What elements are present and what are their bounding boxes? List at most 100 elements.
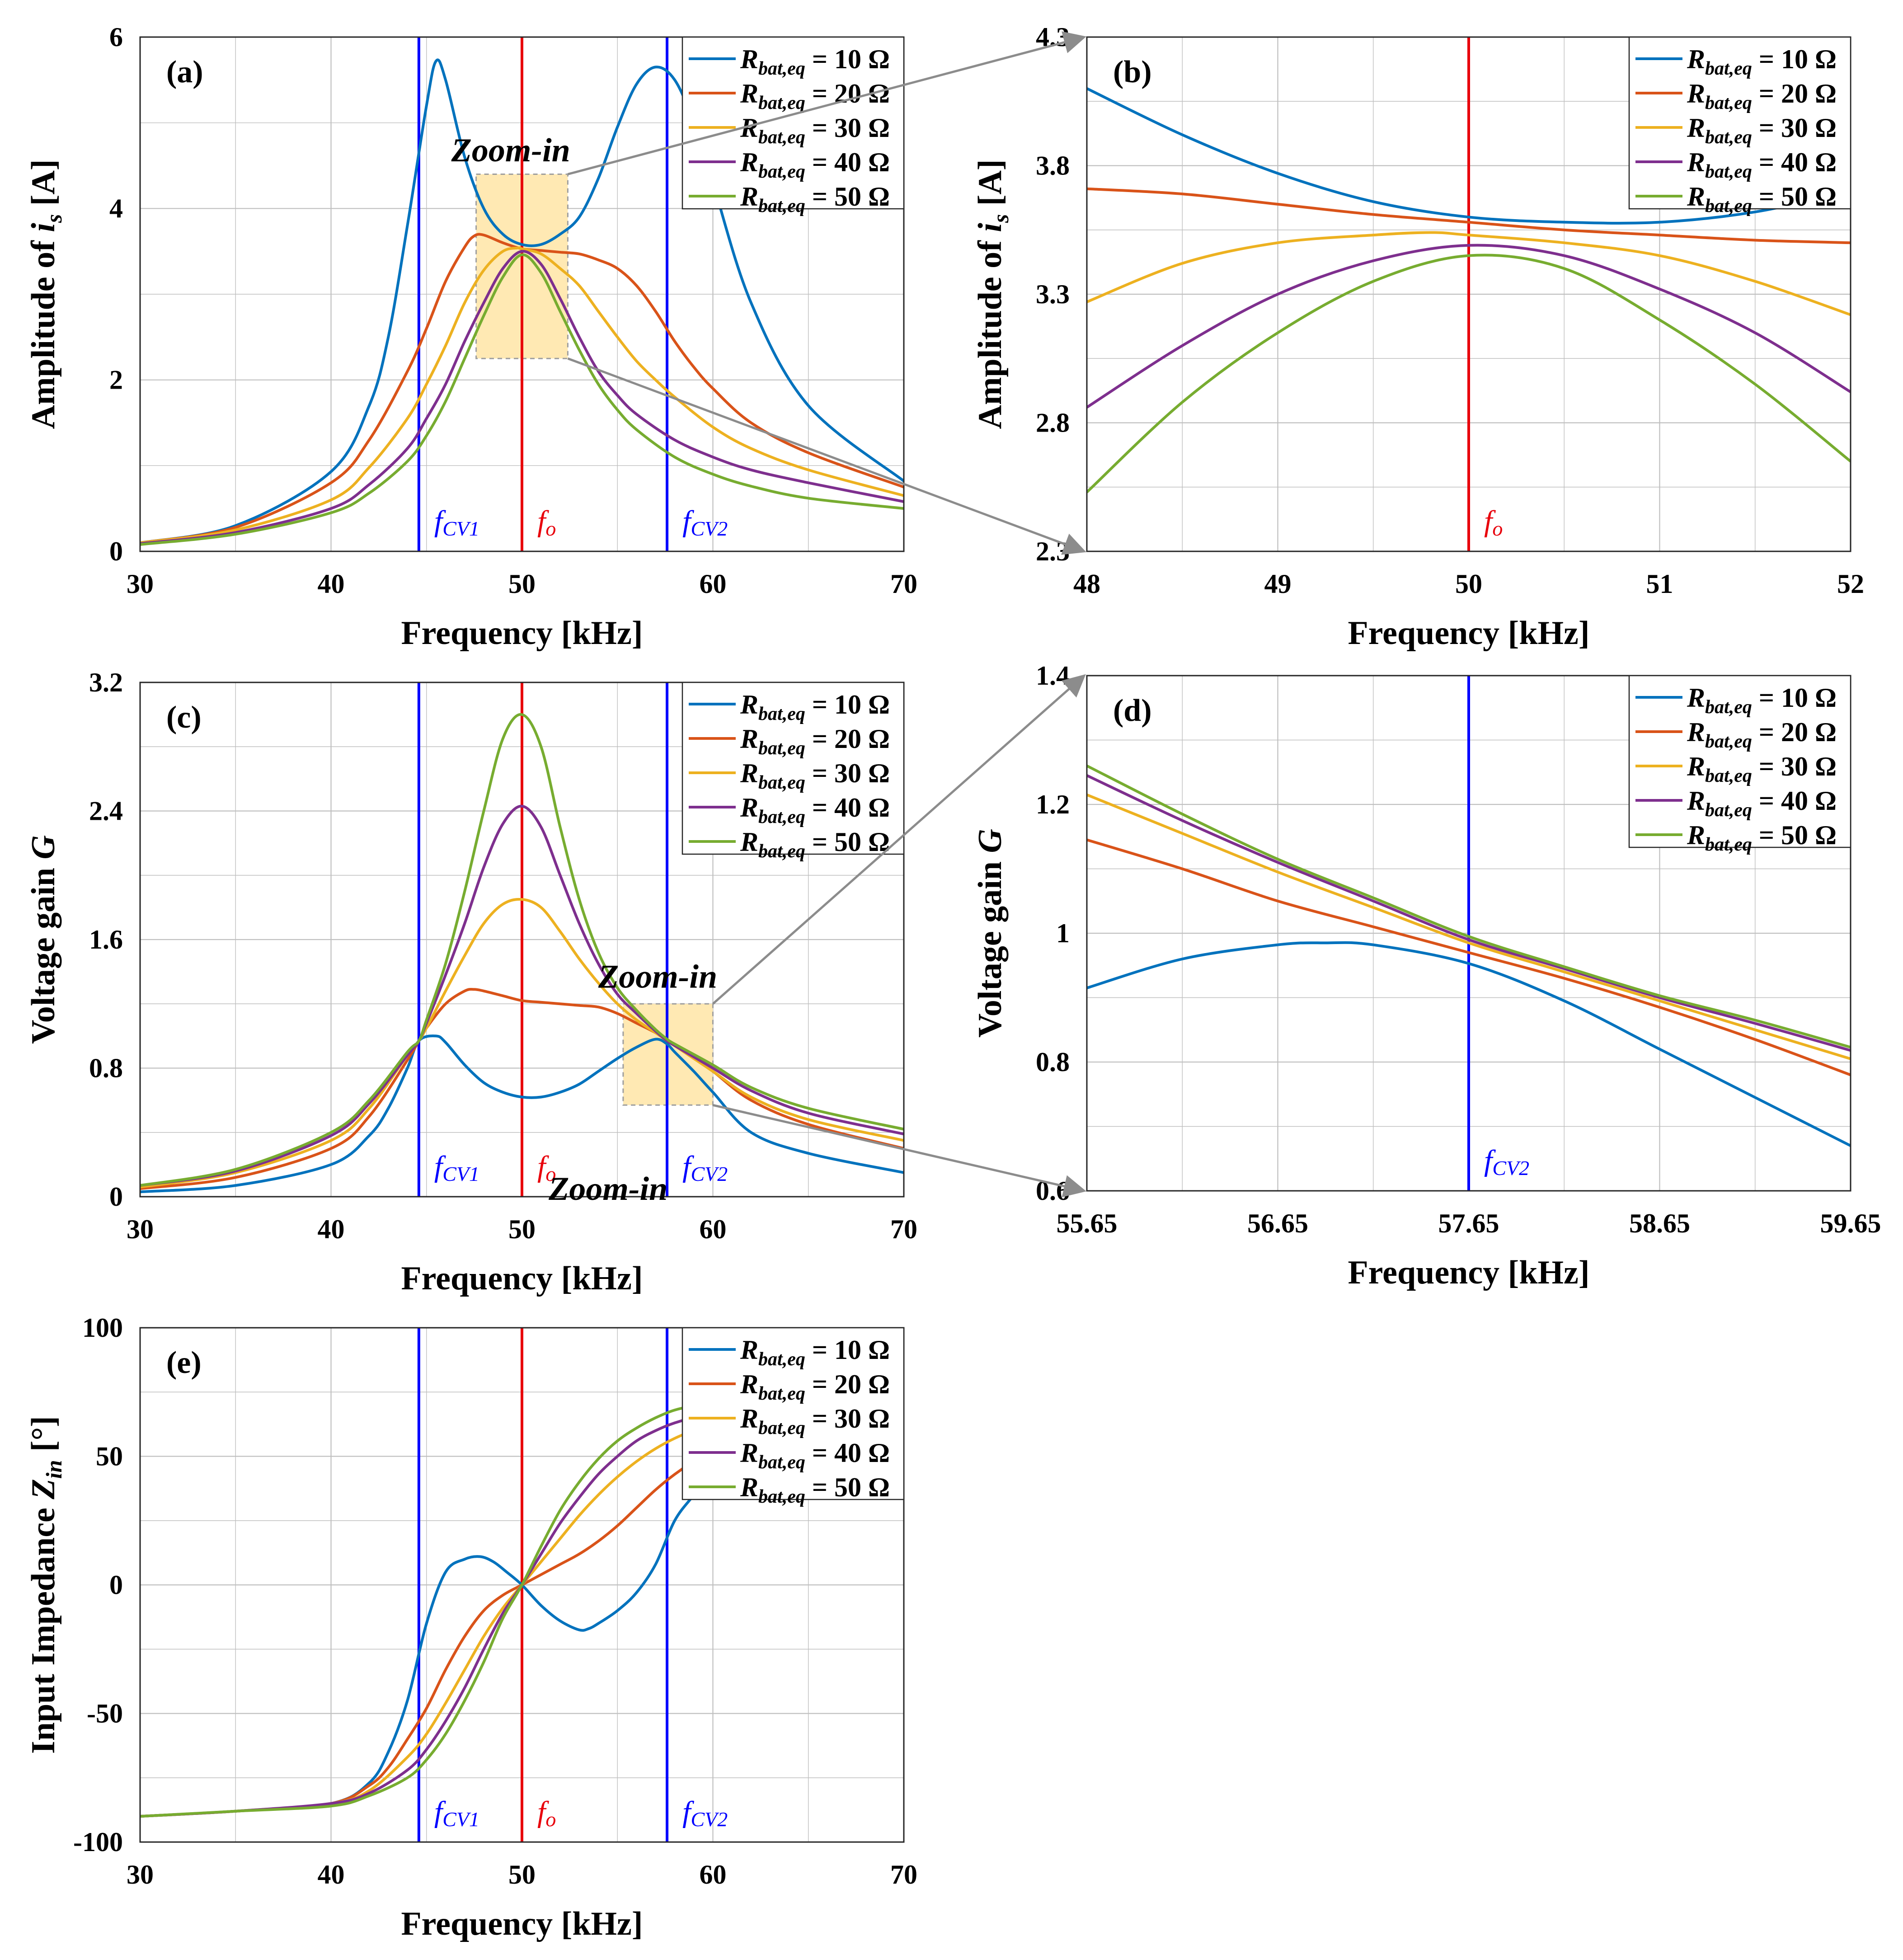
y-tick-label: 1.6 (89, 925, 123, 954)
legend-entry: Rbat,eq = 10 Ω (740, 44, 890, 79)
y-tick-label: 3.8 (1036, 151, 1070, 181)
series-line-r50 (1087, 254, 1851, 494)
panel-label: (a) (166, 55, 203, 89)
series-group (140, 713, 904, 1194)
chart-panel-a: 30 40 50 60 70 0 2 4 6 Frequency [kHz] Amplitude o… (25, 22, 917, 652)
zoom-arrow (712, 1104, 1086, 1198)
x-tick-label: 58.65 (1629, 1208, 1690, 1238)
x-tick-label: 30 (127, 569, 154, 599)
legend-entry: Rbat,eq = 30 Ω (740, 1404, 890, 1438)
panel-label: (e) (166, 1345, 202, 1380)
y-tick-label: 50 (96, 1442, 123, 1471)
x-tick-label: 40 (318, 1860, 345, 1889)
series-line-r50 (140, 253, 904, 546)
series-line-r50 (140, 713, 904, 1187)
x-tick-label: 40 (318, 569, 345, 599)
legend-entry: Rbat,eq = 30 Ω (740, 113, 890, 148)
y-tick-label: 0 (109, 536, 123, 566)
y-axis-label: Voltage gain G (972, 829, 1009, 1038)
x-axis-label: Frequency [kHz] (401, 1905, 643, 1942)
series-line-r20 (1087, 187, 1851, 244)
legend-entry: Rbat,eq = 10 Ω (1687, 44, 1837, 79)
chart-panel-d: 55.65 56.65 57.65 58.65 59.650.60.811.21.4Fr… (972, 661, 1881, 1291)
y-tick-label: 100 (82, 1313, 123, 1343)
legend-entry: Rbat,eq = 10 Ω (740, 690, 890, 724)
zoom-arrow (567, 31, 1086, 175)
legend-entry: Rbat,eq = 40 Ω (740, 147, 890, 182)
legend-entry: Rbat,eq = 20 Ω (740, 79, 890, 113)
series-line-r30 (140, 898, 904, 1189)
legend-entry: Rbat,eq = 10 Ω (740, 1335, 890, 1370)
legend-entry: Rbat,eq = 10 Ω (1687, 683, 1837, 718)
legend-entry: Rbat,eq = 20 Ω (740, 724, 890, 759)
y-axis-label: Amplitude of is [A] (25, 159, 66, 429)
x-tick-label: 70 (890, 1214, 917, 1244)
series-line-r30 (1087, 231, 1851, 316)
legend-entry: Rbat,eq = 40 Ω (740, 1438, 890, 1473)
axes-frame (139, 682, 905, 1198)
legend-entry: Rbat,eq = 40 Ω (1687, 147, 1837, 182)
series-line-r10 (1087, 87, 1851, 225)
x-tick-label: 30 (127, 1860, 154, 1889)
series-line-r20 (140, 1450, 714, 1818)
x-tick-label: 70 (890, 1860, 917, 1889)
legend-entry: Rbat,eq = 40 Ω (1687, 786, 1837, 821)
x-tick-label: 56.65 (1247, 1208, 1308, 1238)
series-group (1087, 764, 1851, 1147)
series-line-r40 (1087, 774, 1851, 1052)
x-tick-label: 51 (1646, 569, 1673, 599)
x-axis-label: Frequency [kHz] (1348, 1254, 1589, 1291)
axes-frame (139, 1327, 905, 1843)
legend-box (681, 1327, 905, 1500)
legend-entry: Rbat,eq = 20 Ω (1687, 79, 1837, 113)
axes-frame (1086, 36, 1851, 552)
legend-box (1628, 675, 1851, 848)
x-tick-label: 55.65 (1057, 1208, 1118, 1238)
y-tick-label: 0 (109, 1182, 123, 1212)
fcv1-label: fCV1 (434, 1150, 479, 1185)
y-tick-label: -50 (87, 1699, 123, 1729)
x-tick-label: 52 (1837, 569, 1864, 599)
x-tick-label: 59.65 (1820, 1208, 1881, 1238)
y-tick-label: 6 (109, 22, 123, 52)
y-tick-label: 0 (109, 1570, 123, 1600)
legend-entry: Rbat,eq = 20 Ω (1687, 717, 1837, 752)
legend-box (681, 36, 905, 210)
series-line-r50 (1087, 764, 1851, 1049)
y-tick-label: 0.8 (1036, 1047, 1070, 1077)
y-axis-label: Input Impedance Zin [°] (25, 1416, 66, 1754)
x-tick-label: 70 (890, 569, 917, 599)
zoom-in-label: Zoom-in (548, 1170, 667, 1208)
legend-entry: Rbat,eq = 30 Ω (1687, 752, 1837, 786)
series-line-r10 (140, 1034, 904, 1194)
y-axis-label: Voltage gain G (25, 835, 62, 1044)
x-tick-label: 48 (1073, 569, 1100, 599)
series-line-r20 (1087, 838, 1851, 1076)
axes-frame (1086, 675, 1851, 1192)
y-tick-label: 0.8 (89, 1053, 123, 1083)
series-line-r40 (140, 250, 904, 545)
y-tick-label: 2.8 (1036, 408, 1070, 438)
y-tick-label: 4 (109, 193, 123, 223)
legend-entry: Rbat,eq = 20 Ω (740, 1369, 890, 1404)
y-tick-label: 2.4 (89, 796, 123, 826)
y-tick-label: 1 (1056, 918, 1070, 948)
zoom-arrow (712, 674, 1086, 1005)
x-tick-label: 30 (127, 1214, 154, 1244)
x-tick-label: 49 (1264, 569, 1292, 599)
series-line-r40 (1087, 244, 1851, 409)
series-line-r50 (140, 1403, 713, 1818)
series-group (1087, 87, 1851, 494)
x-tick-label: 60 (700, 1214, 727, 1244)
x-tick-label: 50 (508, 569, 536, 599)
y-tick-label: -100 (73, 1827, 123, 1857)
legend-entry: Rbat,eq = 30 Ω (1687, 113, 1837, 148)
chart-panel-c: 30 40 50 60 70 0 0.8 1.6 2.4 3.2 Frequency [kHz] Vo… (25, 667, 917, 1297)
legend-box (1628, 36, 1851, 210)
legend-entry: Rbat,eq = 50 Ω (1687, 820, 1837, 855)
fcv1-label: fCV1 (434, 505, 479, 540)
